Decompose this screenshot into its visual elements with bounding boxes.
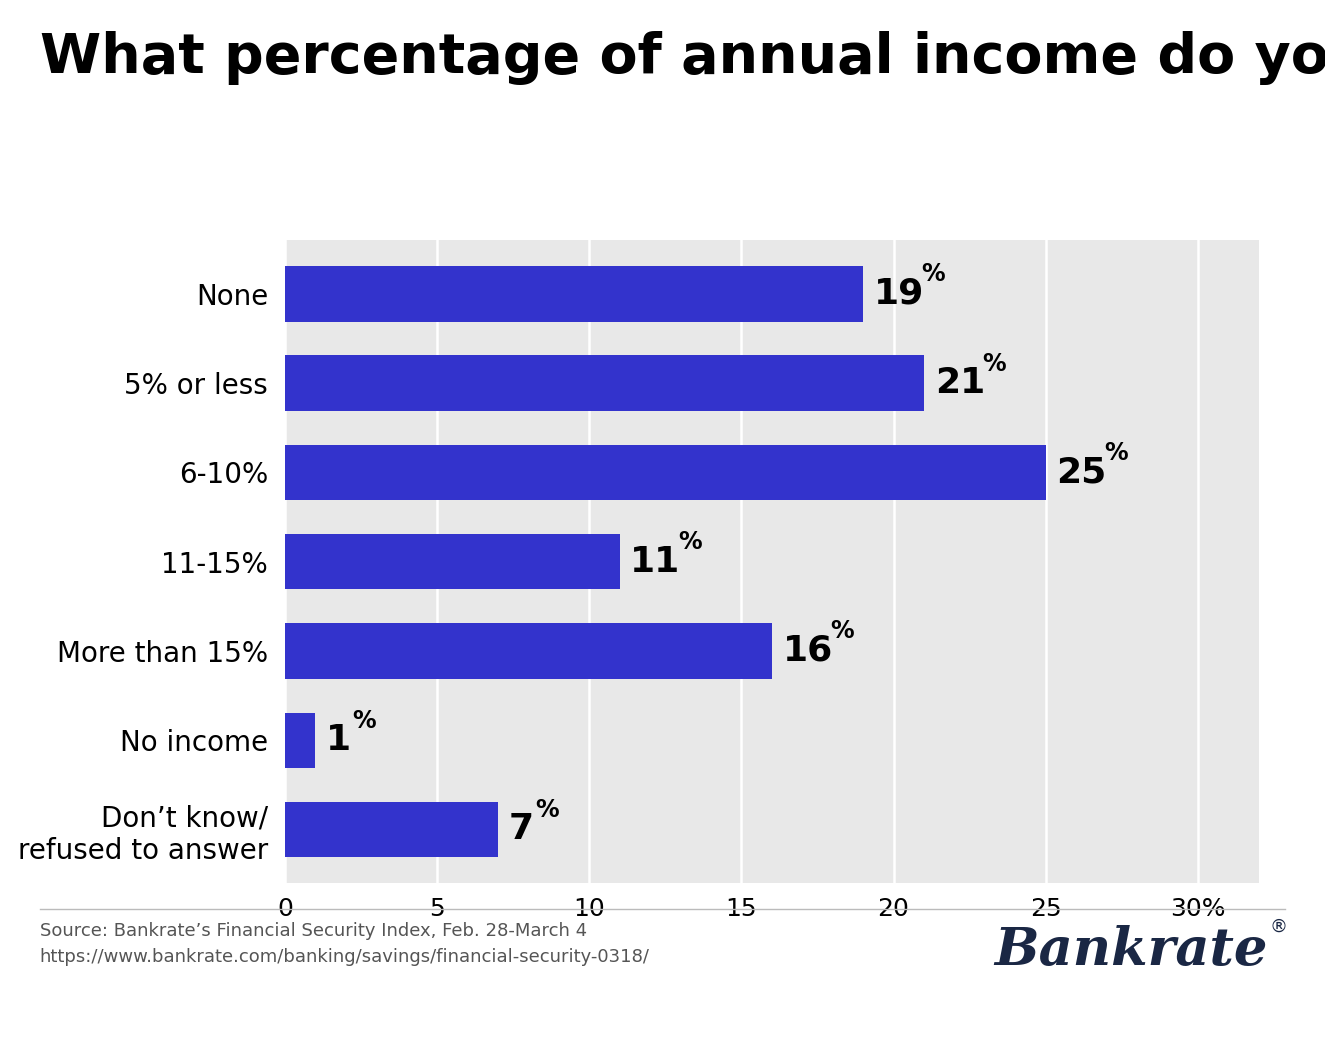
Text: 25: 25: [1056, 456, 1106, 489]
Text: %: %: [352, 709, 376, 733]
Text: 11: 11: [631, 544, 681, 579]
Bar: [285, 266, 863, 322]
Text: %: %: [982, 351, 1006, 375]
Text: 7: 7: [509, 812, 534, 846]
Text: 19: 19: [873, 277, 924, 311]
Bar: [285, 713, 315, 768]
Text: ®: ®: [1269, 918, 1288, 935]
Text: What percentage of annual income do you save?: What percentage of annual income do you …: [40, 31, 1325, 86]
Text: Bankrate: Bankrate: [994, 925, 1267, 976]
Bar: [285, 534, 620, 589]
Bar: [285, 445, 1045, 501]
Text: 21: 21: [934, 366, 984, 400]
Text: %: %: [1104, 441, 1128, 465]
Bar: [285, 802, 498, 857]
Text: 16: 16: [783, 634, 832, 668]
Text: %: %: [535, 797, 559, 821]
Text: %: %: [921, 262, 945, 286]
Text: Source: Bankrate’s Financial Security Index, Feb. 28-March 4
https://www.bankrat: Source: Bankrate’s Financial Security In…: [40, 922, 649, 966]
Text: %: %: [829, 620, 853, 644]
Bar: [285, 355, 924, 411]
Bar: [285, 623, 771, 678]
Text: %: %: [678, 530, 701, 554]
Text: 1: 1: [326, 723, 351, 758]
